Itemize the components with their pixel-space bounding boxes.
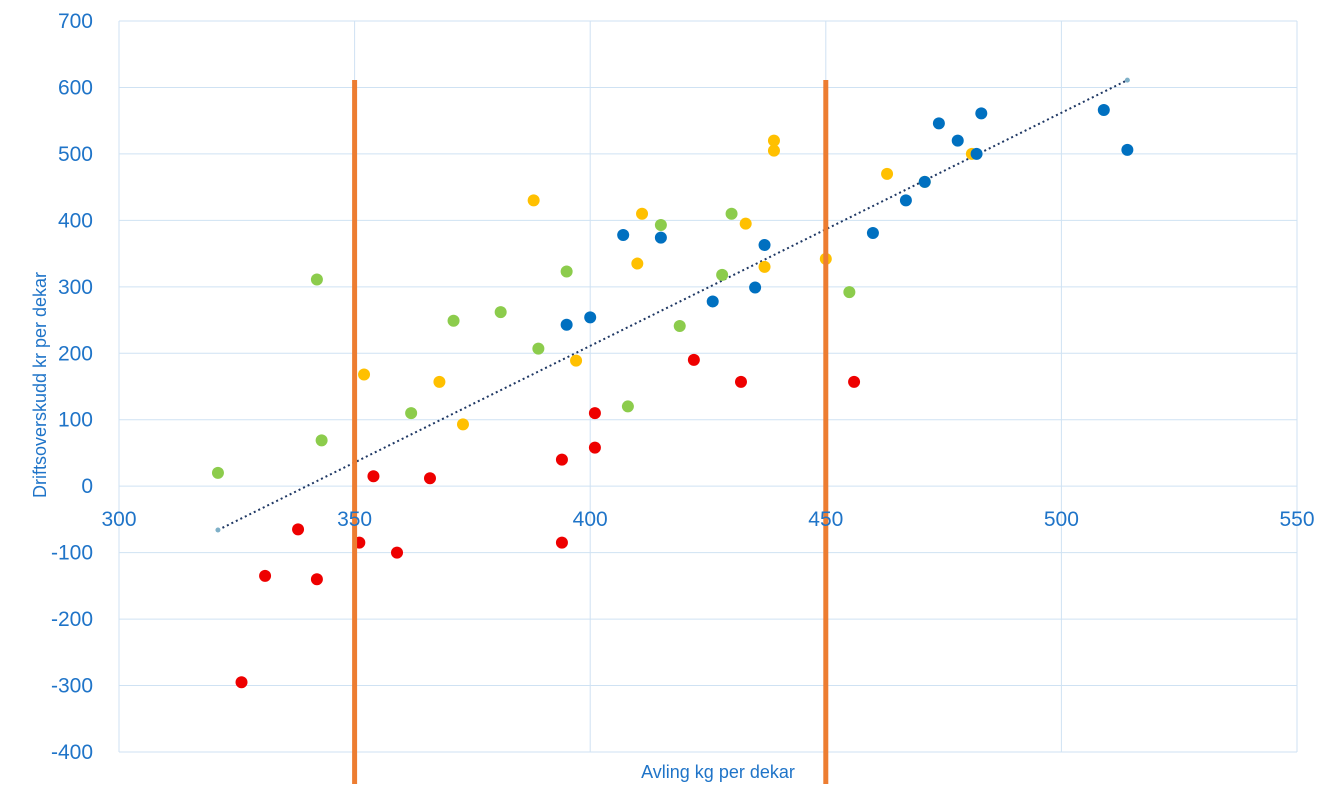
y-tick-label: -100 [51, 542, 93, 565]
x-tick-label: 300 [101, 508, 136, 531]
data-point-blue [918, 175, 931, 188]
data-point-green [654, 219, 667, 232]
data-point-red [292, 523, 305, 536]
data-point-green [494, 306, 507, 319]
data-point-blue [970, 147, 983, 160]
data-point-red [391, 546, 404, 559]
data-point-green [405, 407, 418, 420]
label-layer: -400 -300 -200 -100 0 100 200 300 400 500 600 700 30… [51, 10, 1315, 764]
data-point-yellow [456, 418, 469, 431]
data-point-blue [899, 194, 912, 207]
data-point-yellow [767, 134, 780, 147]
y-tick-label: 300 [58, 276, 93, 299]
y-tick-label: -300 [51, 675, 93, 698]
data-point-yellow [527, 194, 540, 207]
y-tick-label: 600 [58, 76, 93, 99]
data-point-green [725, 207, 738, 220]
data-point-yellow [881, 167, 894, 180]
x-tick-label: 550 [1279, 508, 1314, 531]
point-layer [211, 104, 1134, 689]
y-tick-label: 200 [58, 342, 93, 365]
data-point-green [532, 342, 545, 355]
data-point-red [687, 353, 700, 366]
data-point-blue [975, 107, 988, 120]
data-point-blue [584, 311, 597, 324]
y-tick-label: -400 [51, 741, 93, 764]
y-tick-label: -200 [51, 608, 93, 631]
data-point-green [716, 268, 729, 281]
data-point-red [588, 407, 601, 420]
data-point-blue [1097, 104, 1110, 117]
data-point-green [315, 434, 328, 447]
data-point-green [211, 466, 224, 479]
data-point-yellow [631, 257, 644, 270]
x-tick-label: 350 [337, 508, 372, 531]
data-point-blue [560, 318, 573, 331]
vline-layer [352, 80, 829, 784]
x-tick-label: 450 [808, 508, 843, 531]
data-point-blue [706, 295, 719, 308]
data-point-yellow [739, 217, 752, 230]
y-tick-label: 700 [58, 10, 93, 33]
data-point-yellow [570, 354, 583, 367]
y-tick-label: 500 [58, 143, 93, 166]
data-point-red [734, 375, 747, 388]
data-point-red [367, 470, 380, 483]
data-point-green [621, 400, 634, 413]
trendline-endpoint [215, 527, 221, 533]
data-point-green [447, 314, 460, 327]
data-point-green [673, 320, 686, 333]
data-point-yellow [767, 144, 780, 157]
data-point-green [560, 265, 573, 278]
grid-layer [118, 20, 1298, 753]
y-axis-title: Driftsoverskudd kr per dekar [30, 272, 50, 498]
y-tick-label: 0 [81, 475, 93, 498]
x-axis-title: Avling kg per dekar [641, 762, 795, 782]
data-point-blue [749, 281, 762, 294]
data-point-red [555, 536, 568, 549]
x-tick-label: 400 [573, 508, 608, 531]
x-tick-label: 500 [1044, 508, 1079, 531]
data-point-blue [951, 134, 964, 147]
data-point-yellow [758, 260, 771, 273]
data-point-red [848, 375, 861, 388]
data-point-red [235, 676, 248, 689]
trendline-endpoint [1124, 77, 1130, 83]
data-point-yellow [358, 368, 371, 381]
data-point-yellow [636, 207, 649, 220]
data-point-blue [932, 117, 945, 130]
data-point-red [555, 453, 568, 466]
data-point-green [843, 286, 856, 299]
y-tick-label: 400 [58, 209, 93, 232]
data-point-red [588, 441, 601, 454]
data-point-blue [758, 238, 771, 251]
data-point-red [423, 472, 436, 485]
y-tick-label: 100 [58, 409, 93, 432]
data-point-blue [866, 226, 879, 239]
data-point-green [310, 273, 323, 286]
data-point-red [259, 569, 272, 582]
data-point-blue [617, 228, 630, 241]
data-point-blue [1121, 143, 1134, 156]
data-point-red [310, 573, 323, 586]
data-point-blue [654, 231, 667, 244]
data-point-yellow [433, 375, 446, 388]
